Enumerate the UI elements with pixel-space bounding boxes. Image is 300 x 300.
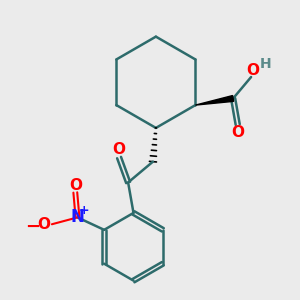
Text: O: O [37,217,50,232]
Text: N: N [70,208,84,226]
Text: O: O [112,142,125,158]
Text: O: O [69,178,82,193]
Text: +: + [79,204,89,218]
Polygon shape [195,96,234,105]
Text: O: O [232,125,244,140]
Text: O: O [246,63,259,78]
Text: −: − [25,218,40,236]
Text: H: H [260,57,271,71]
